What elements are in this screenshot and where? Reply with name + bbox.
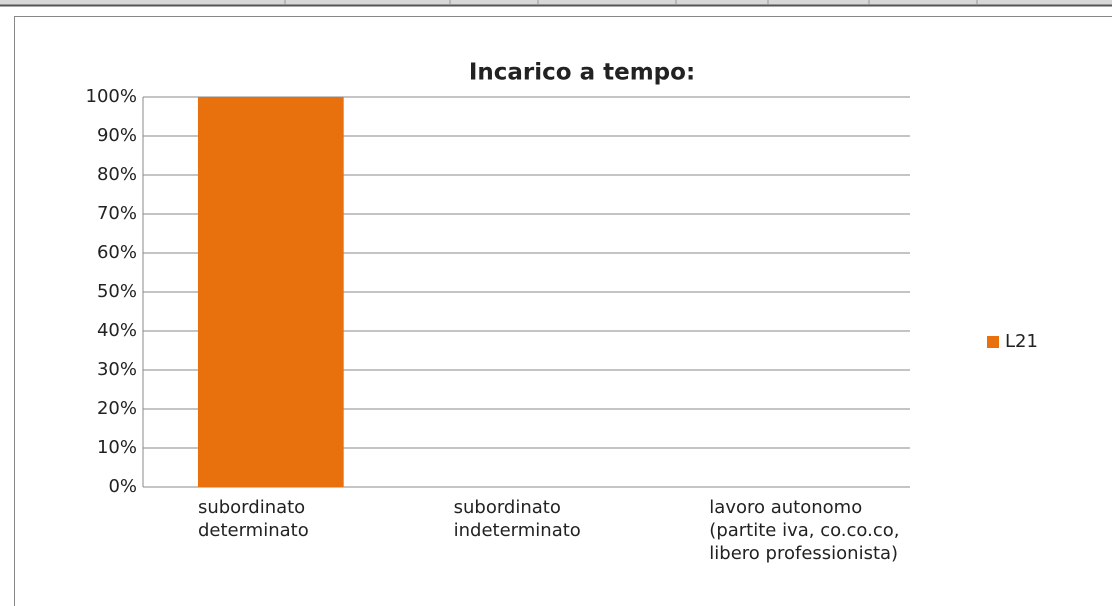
y-tick-label: 40% bbox=[97, 320, 137, 341]
y-tick-label: 20% bbox=[97, 398, 137, 419]
x-tick-label: lavoro autonomo (partite iva, co.co.co, … bbox=[709, 497, 900, 564]
y-tick-label: 80% bbox=[97, 164, 137, 185]
legend-swatch bbox=[987, 336, 999, 348]
chart-title: Incarico a tempo: bbox=[469, 60, 695, 86]
bar bbox=[197, 97, 344, 487]
y-tick-label: 0% bbox=[108, 476, 137, 497]
y-tick-label: 60% bbox=[97, 242, 137, 263]
y-tick-label: 30% bbox=[97, 359, 137, 380]
y-tick-label: 50% bbox=[97, 281, 137, 302]
x-tick-label: subordinato determinato bbox=[197, 497, 309, 541]
column-separators bbox=[284, 0, 978, 5]
y-tick-label: 90% bbox=[97, 125, 137, 146]
y-tick-label: 10% bbox=[97, 437, 137, 458]
y-tick-label: 100% bbox=[86, 86, 137, 107]
toolbar-strip bbox=[0, 0, 1112, 5]
legend-label: L21 bbox=[1005, 331, 1038, 352]
y-tick-label: 70% bbox=[97, 203, 137, 224]
x-tick-label: subordinato indeterminato bbox=[453, 497, 581, 541]
